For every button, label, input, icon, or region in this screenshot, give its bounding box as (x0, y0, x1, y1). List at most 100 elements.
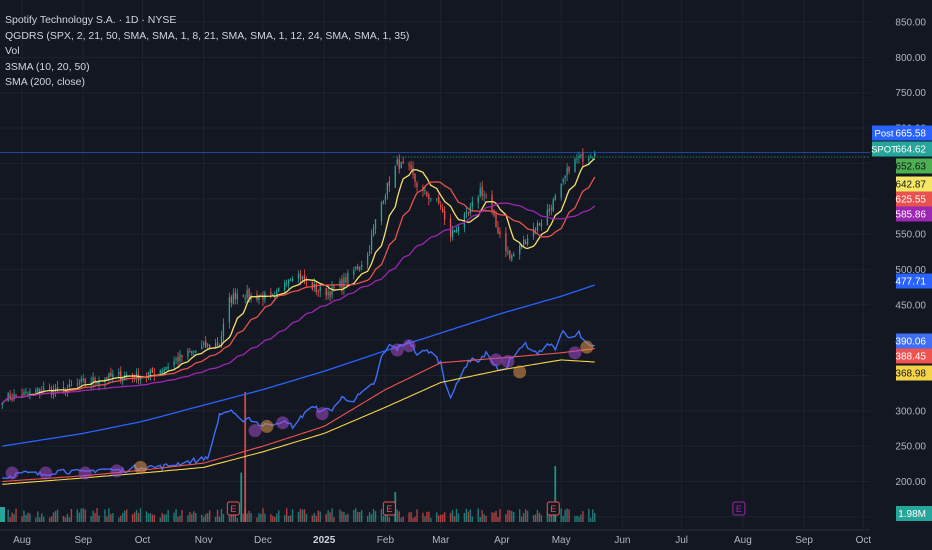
price-badge-text: 642.87 (895, 180, 926, 191)
volume-bar (216, 509, 219, 522)
candle-body (244, 298, 246, 299)
price-badge (896, 191, 932, 207)
volume-bar (449, 512, 452, 522)
volume-bar (27, 512, 29, 522)
volume-bar (153, 514, 156, 522)
volume-bar (366, 516, 369, 522)
candle-body (167, 366, 169, 369)
candle-body (554, 195, 556, 200)
candle-body (118, 371, 120, 375)
price-badge (896, 176, 932, 192)
volume-bar (289, 515, 292, 522)
candle-body (21, 394, 23, 397)
volume-bar (234, 512, 236, 522)
candle-body (62, 387, 65, 388)
volume-bar (248, 510, 250, 522)
volume-bar (355, 508, 357, 522)
indicator-3sma[interactable]: 3SMA (10, 20, 50) (5, 60, 90, 73)
candle-body (106, 377, 108, 380)
volume-bar (505, 514, 507, 522)
price-tick: 550.00 (895, 230, 926, 241)
volume-bar (43, 516, 45, 522)
volume-bar (7, 509, 9, 522)
candle-body (331, 286, 333, 295)
price-tick: 250.00 (895, 442, 926, 453)
candle-body (402, 161, 404, 164)
candle-body (181, 355, 183, 358)
volume-bar (297, 511, 300, 522)
candle-body (195, 350, 197, 354)
candle-body (289, 279, 292, 281)
candle-body (511, 255, 513, 260)
candle-body (578, 156, 580, 159)
candle-body (357, 266, 359, 269)
volume-bar (260, 513, 262, 522)
time-tick: Sep (795, 535, 813, 546)
volume-bar (135, 509, 138, 522)
symbol-title[interactable]: Spotify Technology S.A. · 1D · NYSE (5, 14, 177, 26)
candle-body (187, 350, 189, 357)
candle-body (440, 205, 442, 208)
indicator-vol[interactable]: Vol (5, 45, 20, 57)
candle-body (412, 167, 414, 175)
candle-body (270, 292, 272, 295)
candle-body (191, 351, 193, 354)
volume-bar (56, 509, 59, 522)
volume-bar (193, 511, 195, 522)
volume-bar (361, 510, 363, 522)
volume-bar (509, 510, 511, 522)
volume-bar (179, 515, 181, 522)
candle-body (70, 385, 73, 387)
candle-body (507, 251, 509, 254)
price-tick: 450.00 (895, 300, 926, 311)
volume-bar (327, 510, 329, 522)
volume-edge (0, 507, 5, 522)
candle-body (179, 353, 181, 361)
volume-bar (343, 511, 345, 522)
candle-body (248, 288, 250, 300)
volume-bar (329, 512, 331, 522)
sma-20-line (1, 176, 596, 404)
price-badge-text: 388.45 (895, 352, 926, 363)
volume-bar (319, 511, 321, 522)
candle-body (177, 357, 179, 362)
candle-body (414, 173, 416, 182)
candle-body (203, 342, 205, 346)
candle-body (505, 233, 507, 252)
volume-bar (491, 512, 493, 522)
candle-body (361, 264, 363, 268)
candle-body (536, 223, 539, 231)
volume-bar (92, 510, 94, 522)
volume-bar (94, 512, 96, 522)
time-tick: Jun (614, 535, 630, 546)
volume-bar (163, 514, 165, 522)
volume-bar (408, 512, 410, 522)
indicator-sma200[interactable]: SMA (200, close) (5, 76, 85, 88)
candle-body (232, 293, 234, 304)
qgdrs-marker (260, 419, 274, 433)
volume-bar (345, 514, 347, 522)
candle-body (534, 229, 537, 231)
candle-body (380, 202, 383, 221)
volume-bar (590, 517, 592, 522)
candle-body (112, 374, 114, 378)
volume-bar (131, 514, 134, 522)
candle-body (430, 198, 432, 200)
candle-body (94, 378, 96, 382)
volume-bar (568, 509, 570, 522)
candle-body (23, 392, 25, 396)
candle-body (165, 366, 167, 370)
time-tick: Jul (675, 535, 688, 546)
volume-spike (554, 466, 557, 522)
candle-body (216, 342, 219, 346)
candle-body (523, 239, 525, 247)
volume-bar (84, 509, 86, 522)
candle-body (550, 208, 552, 210)
candle-body (311, 282, 313, 289)
indicator-qgdrs[interactable]: QGDRS (SPX, 2, 21, 50, SMA, SMA, 1, 8, 2… (5, 29, 410, 42)
volume-bar (382, 515, 385, 522)
volume-bar (149, 513, 152, 522)
volume-bar (560, 508, 562, 522)
